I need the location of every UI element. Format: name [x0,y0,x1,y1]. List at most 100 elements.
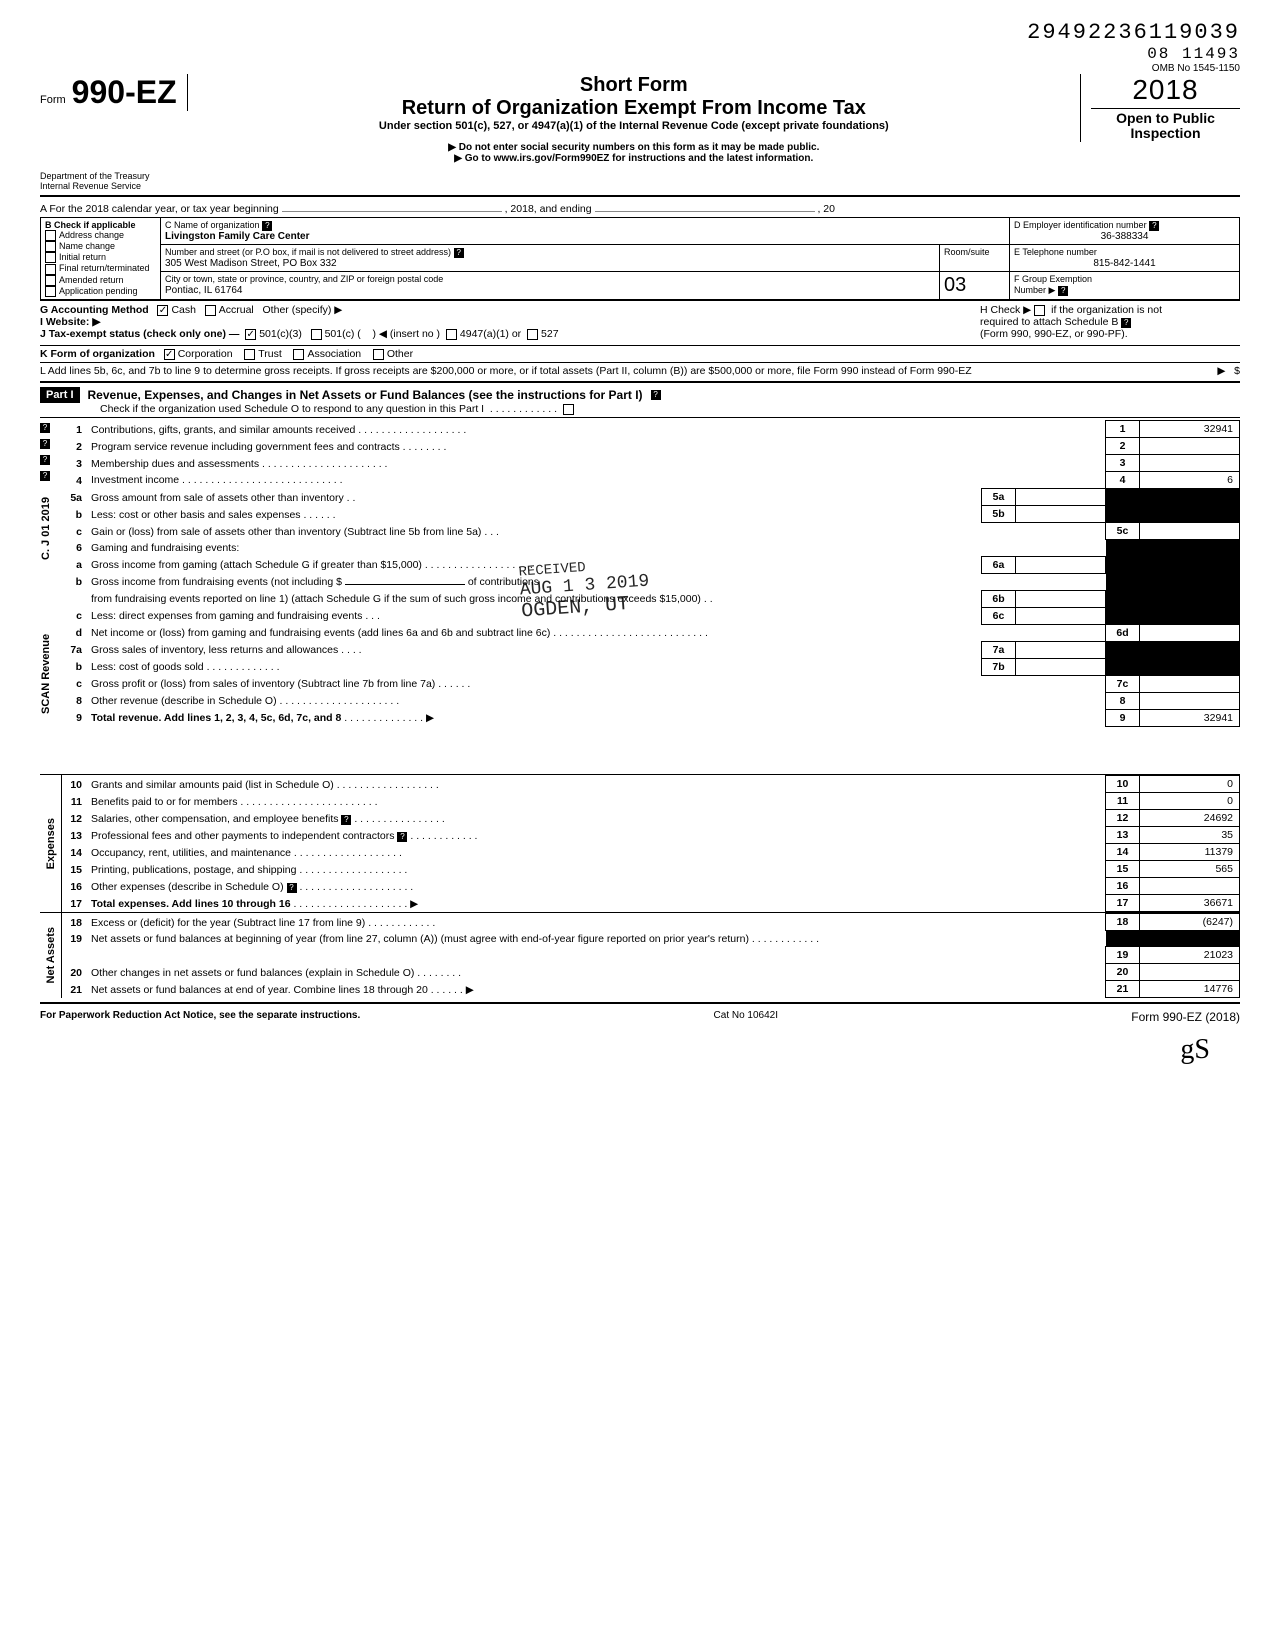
line-8-cell: 8 [1106,692,1140,709]
help-icon[interactable]: ? [40,439,50,449]
main-title: Return of Organization Exempt From Incom… [198,97,1070,120]
chk-trust[interactable] [244,349,255,360]
help-icon[interactable]: ? [1121,318,1131,328]
help-icon[interactable]: ? [1058,286,1068,296]
line-19-cell: 19 [1106,947,1140,964]
chk-address-change[interactable] [45,230,56,241]
help-icon[interactable]: ? [262,221,272,231]
line-6a-cell: 6a [982,556,1016,573]
line-6b-amt [1016,590,1106,607]
line-6c-amt [1016,607,1106,624]
help-icon[interactable]: ? [1149,221,1159,231]
row-h-2: if the organization is not [1051,304,1162,316]
open-public-2: Inspection [1130,125,1200,141]
chk-501c[interactable] [311,329,322,340]
ein-value: 36-388334 [1101,231,1149,242]
line-6b-num: b [62,573,88,590]
line-7c-cell: 7c [1106,675,1140,692]
line-14-num: 14 [62,844,88,861]
line-9-amt: 32941 [1140,709,1240,726]
help-icon[interactable]: ? [287,883,297,893]
line-15-amt: 565 [1140,861,1240,878]
line-6-num: 6 [62,540,88,557]
line-11-num: 11 [62,793,88,810]
line-6c-text: Less: direct expenses from gaming and fu… [91,610,362,622]
help-icon[interactable]: ? [454,248,464,258]
line-21-cell: 21 [1106,981,1140,998]
chk-final-return[interactable] [45,264,56,275]
help-icon[interactable]: ? [341,815,351,825]
line-7c-text: Gross profit or (loss) from sales of inv… [91,678,435,690]
line-16-num: 16 [62,878,88,895]
line-20-num: 20 [62,964,88,981]
line-5c-amt [1140,523,1240,540]
chk-527[interactable] [527,329,538,340]
help-icon[interactable]: ? [40,455,50,465]
part1-title: Revenue, Expenses, and Changes in Net As… [88,388,643,402]
chk-association[interactable] [293,349,304,360]
chk-cash[interactable] [157,305,168,316]
room-label: Room/suite [944,247,990,257]
short-form-label: Short Form [198,74,1070,97]
box-c-label: C Name of organization [165,220,260,230]
line-5a-amt [1016,489,1106,506]
line-7a-text: Gross sales of inventory, less returns a… [91,644,338,656]
lbl-4947: 4947(a)(1) or [460,328,521,340]
line-5c-text: Gain or (loss) from sale of assets other… [91,526,481,538]
lbl-name-change: Name change [59,241,115,251]
line-17-arrow: ▶ [410,898,418,910]
line-2-amt [1140,438,1240,455]
line-9-arrow: ▶ [426,712,434,724]
help-icon[interactable]: ? [651,390,661,400]
line-3-num: 3 [62,455,88,472]
line-5b-num: b [62,506,88,523]
line-11-amt: 0 [1140,793,1240,810]
received-stamp: RECEIVED AUG 1 3 2019 OGDEN, UT [518,556,651,624]
lbl-other-method: Other (specify) ▶ [263,304,343,316]
line-1-amt: 32941 [1140,421,1240,438]
line-5c-num: c [62,523,88,540]
line-a-mid: , 2018, and ending [505,203,592,215]
line-4-text: Investment income [91,474,179,486]
line-6a-num: a [62,556,88,573]
line-5b-text: Less: cost or other basis and sales expe… [91,509,301,521]
omb-no: OMB No 1545-1150 [40,63,1240,74]
line-6-text: Gaming and fundraising events: [88,540,1106,557]
line-3-cell: 3 [1106,455,1140,472]
notice-url: ▶ Go to www.irs.gov/Form990EZ for instru… [198,153,1070,164]
form-number-box: Form 990-EZ [40,74,188,111]
help-icon[interactable]: ? [40,423,50,433]
line-18-num: 18 [62,914,88,931]
line-19-amt: 21023 [1140,947,1240,964]
line-11-cell: 11 [1106,793,1140,810]
footer-right: Form 990-EZ (2018) [1131,1010,1240,1024]
chk-application-pending[interactable] [45,286,56,297]
chk-other-org[interactable] [373,349,384,360]
footer-left: For Paperwork Reduction Act Notice, see … [40,1010,360,1024]
line-6c-num: c [62,607,88,624]
chk-accrual[interactable] [205,305,216,316]
help-icon[interactable]: ? [40,471,50,481]
row-h-1: H Check ▶ [980,304,1031,316]
chk-4947[interactable] [446,329,457,340]
lbl-accrual: Accrual [219,304,254,316]
row-l-arrow: ▶ [1217,365,1225,377]
line-6d-num: d [62,624,88,641]
chk-initial-return[interactable] [45,252,56,263]
chk-name-change[interactable] [45,241,56,252]
part1-lines-table: 1 Contributions, gifts, grants, and simi… [62,420,1240,727]
chk-corporation[interactable] [164,349,175,360]
line-17-num: 17 [62,895,88,912]
line-21-arrow: ▶ [466,984,474,996]
row-g-label: G Accounting Method [40,304,149,316]
line-6c-cell: 6c [982,607,1016,624]
chk-501c3[interactable] [245,329,256,340]
chk-sched-b-not-required[interactable] [1034,305,1045,316]
line-9-text: Total revenue. Add lines 1, 2, 3, 4, 5c,… [91,712,341,724]
form-word: Form [40,94,66,106]
doc-id-sub: 08 11493 [40,45,1240,63]
line-7a-amt [1016,641,1106,658]
chk-schedule-o-part1[interactable] [563,404,574,415]
help-icon[interactable]: ? [397,832,407,842]
chk-amended-return[interactable] [45,275,56,286]
